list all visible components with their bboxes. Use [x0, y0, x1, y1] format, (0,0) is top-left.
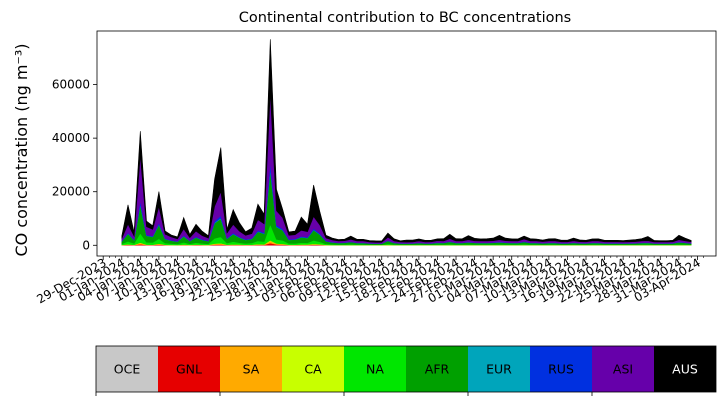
plot-area: 020000400006000029-Dec-202301-Jan-202404…	[34, 31, 716, 306]
y-tick-label: 40000	[52, 131, 90, 145]
legend-label-rus: RUS	[548, 362, 574, 377]
chart-title: Continental contribution to BC concentra…	[239, 10, 571, 26]
series-area-afr	[122, 171, 691, 245]
y-tick-label: 0	[82, 238, 90, 252]
y-axis-label: CO concentration (ng m⁻³)	[12, 43, 31, 256]
legend-label-asi: ASI	[613, 362, 633, 377]
legend-label-ca: CA	[304, 362, 322, 377]
series-area-eur	[122, 169, 691, 243]
colorbar-legend: OCE GNL SA CA NA AFR EUR RUS ASI AUS	[96, 346, 716, 396]
legend-label-na: NA	[366, 362, 384, 377]
y-tick-label: 60000	[52, 78, 90, 92]
y-tick-label: 20000	[52, 185, 90, 199]
plot-frame	[97, 31, 716, 256]
legend-label-afr: AFR	[425, 362, 450, 377]
legend-label-oce: OCE	[114, 362, 141, 377]
series-area-asi	[122, 93, 691, 244]
legend-label-aus: AUS	[672, 362, 698, 377]
series-area-aus	[122, 39, 691, 242]
series-area-rus	[122, 163, 691, 244]
legend-label-sa: SA	[243, 362, 260, 377]
legend-label-gnl: GNL	[176, 362, 202, 377]
legend-label-eur: EUR	[486, 362, 512, 377]
